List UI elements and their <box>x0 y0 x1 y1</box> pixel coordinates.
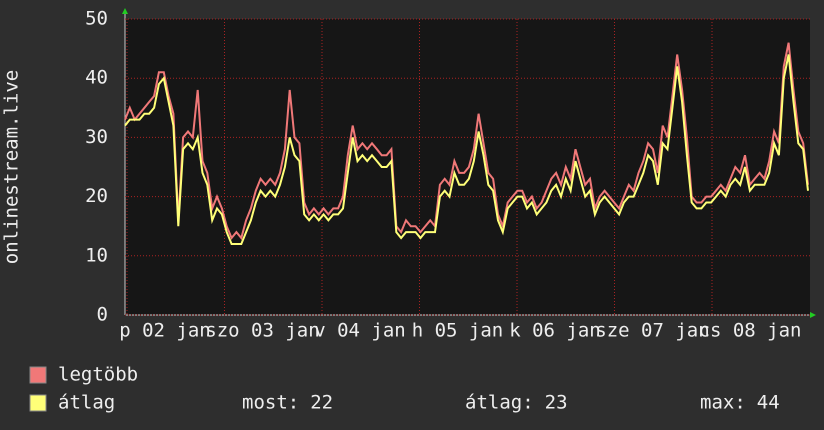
x-tick-label: p 02 jan <box>119 320 211 342</box>
stat-label: most: <box>242 392 299 414</box>
stat-value: 22 <box>310 392 333 414</box>
stat-value: 44 <box>757 392 780 414</box>
y-tick-label: 50 <box>85 8 108 30</box>
legend-label: átlag <box>58 392 115 414</box>
stat-value: 23 <box>545 392 568 414</box>
x-tick-label: v 04 jan <box>314 320 406 342</box>
plot-area <box>125 19 810 315</box>
y-tick-label: 40 <box>85 67 108 89</box>
x-tick-label: szo 03 jan <box>205 320 319 342</box>
y-tick-label: 20 <box>85 185 108 207</box>
y-tick-label: 30 <box>85 126 108 148</box>
series-line <box>124 42 809 241</box>
y-arrow <box>122 8 128 14</box>
x-tick-label: cs 08 jan <box>699 320 802 342</box>
x-tick-label: k 06 jan <box>509 320 601 342</box>
y-tick-label: 10 <box>85 244 108 266</box>
x-arrow <box>810 312 816 318</box>
y-axis-label: onlinestream.live <box>1 70 23 264</box>
legend-swatch <box>29 394 47 412</box>
x-tick-label: sze 07 jan <box>595 320 709 342</box>
series-line <box>124 54 809 245</box>
x-tick-label: h 05 jan <box>412 320 504 342</box>
y-tick-label: 0 <box>97 304 108 326</box>
stat-label: max: <box>700 392 746 414</box>
legend-label: legtöbb <box>58 364 138 386</box>
stat-label: átlag: <box>465 392 534 414</box>
legend-swatch <box>29 366 47 384</box>
